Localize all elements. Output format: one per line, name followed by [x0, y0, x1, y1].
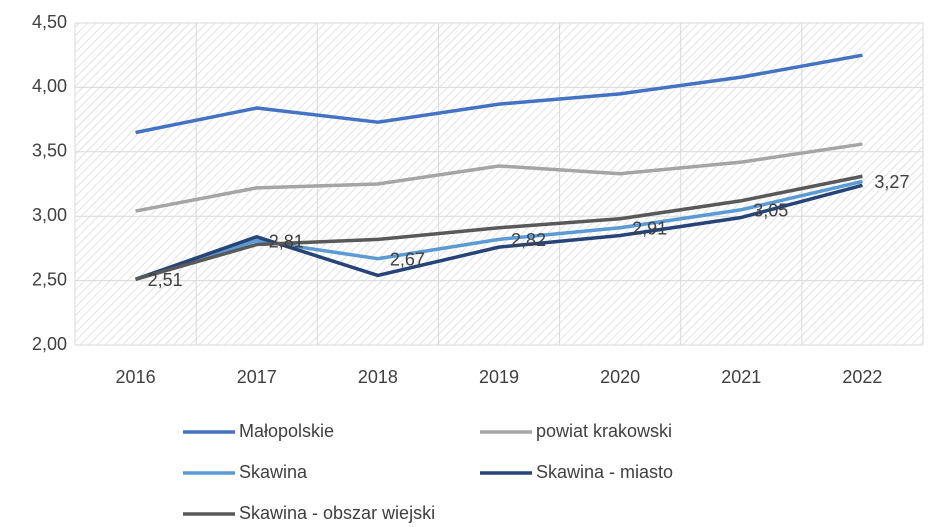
- legend-label: Małopolskie: [239, 421, 334, 441]
- x-tick-label: 2019: [479, 367, 519, 387]
- x-tick-label: 2016: [116, 367, 156, 387]
- data-label: 2,51: [148, 270, 183, 290]
- data-label: 2,81: [269, 231, 304, 251]
- series-line: [135, 53, 863, 135]
- x-tick-label: 2017: [237, 367, 277, 387]
- data-label: 2,91: [632, 219, 667, 239]
- series-line: [135, 174, 863, 281]
- x-tick-label: 2018: [358, 367, 398, 387]
- legend-label: Skawina - obszar wiejski: [239, 503, 435, 523]
- legend-label: Skawina: [239, 462, 308, 482]
- x-tick-label: 2020: [600, 367, 640, 387]
- series-line: [134, 183, 863, 281]
- y-tick-label: 3,50: [32, 141, 67, 161]
- data-label: 2,82: [511, 230, 546, 250]
- y-tick-label: 4,50: [32, 12, 67, 32]
- series-line: [135, 142, 863, 213]
- data-label: 2,67: [390, 249, 425, 269]
- plot-area: [75, 23, 923, 345]
- y-tick-label: 2,50: [32, 269, 67, 289]
- y-tick-label: 4,00: [32, 76, 67, 96]
- y-tick-label: 2,00: [32, 334, 67, 354]
- x-tick-label: 2022: [842, 367, 882, 387]
- x-tick-label: 2021: [721, 367, 761, 387]
- legend-label: powiat krakowski: [536, 421, 672, 441]
- data-label: 3,05: [753, 201, 788, 221]
- data-label: 3,27: [874, 172, 909, 192]
- legend-label: Skawina - miasto: [536, 462, 673, 482]
- series-line: [135, 179, 863, 281]
- y-tick-label: 3,00: [32, 205, 67, 225]
